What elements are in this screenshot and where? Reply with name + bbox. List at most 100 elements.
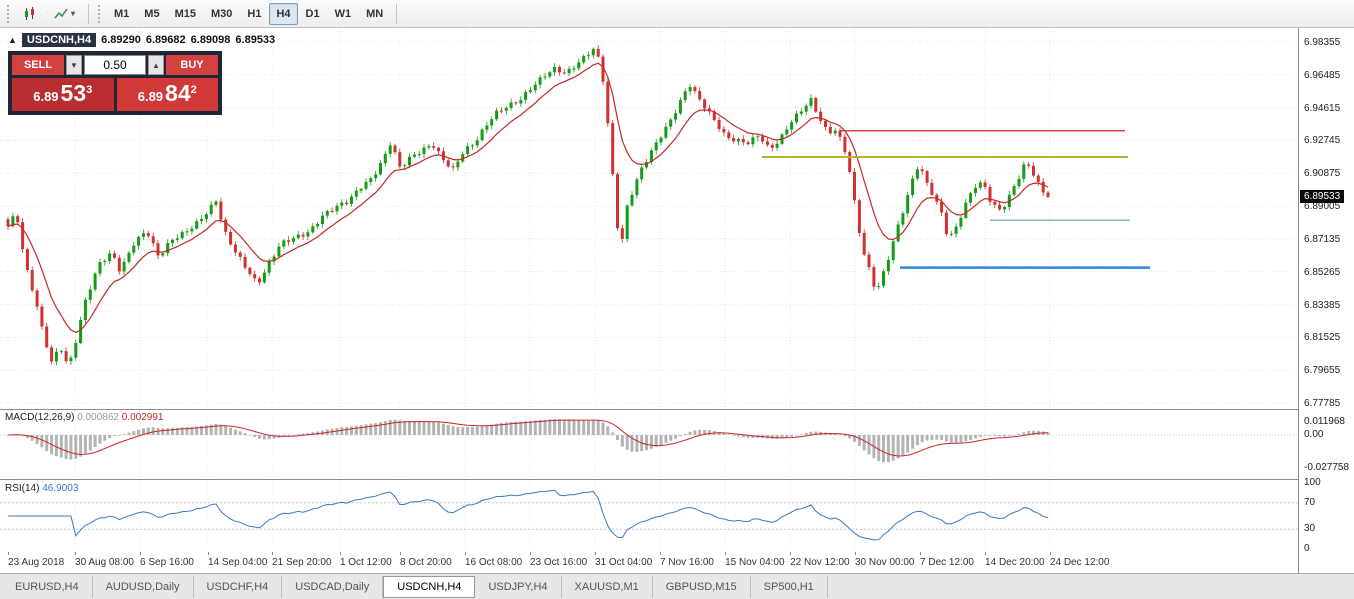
timeframe-button-m15[interactable]: M15 xyxy=(168,3,203,25)
timeframe-button-m5[interactable]: M5 xyxy=(137,3,166,25)
sell-price-button[interactable]: 6.89 53 3 xyxy=(12,78,114,111)
macd-name: MACD(12,26,9) xyxy=(5,412,74,423)
buy-price-button[interactable]: 6.89 84 2 xyxy=(117,78,219,111)
timeframe-button-w1[interactable]: W1 xyxy=(328,3,359,25)
price-axis-label: 6.92745 xyxy=(1304,135,1340,146)
toolbar-grip-2[interactable] xyxy=(98,5,102,23)
chart-tab-usdcnh[interactable]: USDCNH,H4 xyxy=(383,576,475,598)
buy-button[interactable]: BUY xyxy=(166,55,218,75)
rsi-axis-label: 70 xyxy=(1304,497,1315,508)
price-axis-label: 6.98355 xyxy=(1304,37,1340,48)
chart-window: 23 Aug 201830 Aug 08:006 Sep 16:0014 Sep… xyxy=(0,28,1354,573)
timeframe-buttons-group: M1M5M15M30H1H4D1W1MN xyxy=(107,3,390,25)
indicator-line-icon xyxy=(54,7,69,21)
chart-tab-gbpusd[interactable]: GBPUSD,M15 xyxy=(653,576,751,598)
price-axis-label: 6.83385 xyxy=(1304,300,1340,311)
time-tick xyxy=(985,552,986,555)
rsi-panel[interactable] xyxy=(0,480,1298,552)
time-scale[interactable]: 23 Aug 201830 Aug 08:006 Sep 16:0014 Sep… xyxy=(0,552,1298,573)
price-axis-label: 6.94615 xyxy=(1304,103,1340,114)
symbol-label: USDCNH,H4 xyxy=(22,33,96,47)
chart-tab-sp500[interactable]: SP500,H1 xyxy=(751,576,828,598)
trade-controls-row: SELL ▼ ▲ BUY xyxy=(12,55,218,75)
time-tick xyxy=(725,552,726,555)
rsi-name: RSI(14) xyxy=(5,483,39,494)
time-axis-label: 24 Dec 12:00 xyxy=(1050,557,1110,568)
price-axis-label: 6.79655 xyxy=(1304,365,1340,376)
chart-tab-usdchf[interactable]: USDCHF,H4 xyxy=(194,576,283,598)
time-axis-label: 23 Aug 2018 xyxy=(8,557,64,568)
timeframe-button-m30[interactable]: M30 xyxy=(204,3,239,25)
chart-tab-eurusd[interactable]: EURUSD,H4 xyxy=(2,576,93,598)
candlestick-chart-icon xyxy=(23,7,38,21)
time-axis-label: 22 Nov 12:00 xyxy=(790,557,850,568)
price-scale[interactable]: 6.983556.964856.946156.927456.908756.890… xyxy=(1298,28,1354,573)
sell-button[interactable]: SELL xyxy=(12,55,64,75)
macd-value-signal: 0.002991 xyxy=(122,412,164,423)
rsi-axis-label: 0 xyxy=(1304,543,1310,554)
quote-low: 6.89098 xyxy=(191,34,231,46)
timeframe-button-h1[interactable]: H1 xyxy=(240,3,268,25)
time-tick xyxy=(208,552,209,555)
chart-tab-usdjpy[interactable]: USDJPY,H4 xyxy=(475,576,561,598)
time-axis-label: 31 Oct 04:00 xyxy=(595,557,652,568)
chart-tab-usdcad[interactable]: USDCAD,Daily xyxy=(282,576,383,598)
time-axis-label: 1 Oct 12:00 xyxy=(340,557,392,568)
time-tick xyxy=(855,552,856,555)
time-tick xyxy=(465,552,466,555)
one-click-trading-panel: SELL ▼ ▲ BUY 6.89 53 3 6.89 84 2 xyxy=(8,51,222,115)
rsi-axis-label: 100 xyxy=(1304,477,1321,488)
macd-value-main: 0.000862 xyxy=(77,412,119,423)
time-tick xyxy=(400,552,401,555)
chart-tab-audusd[interactable]: AUDUSD,Daily xyxy=(93,576,194,598)
time-tick xyxy=(530,552,531,555)
quote-line: ▲ USDCNH,H4 6.89290 6.89682 6.89098 6.89… xyxy=(8,33,275,47)
volume-increase-button[interactable]: ▲ xyxy=(148,55,164,75)
time-axis-label: 30 Nov 00:00 xyxy=(855,557,915,568)
toolbar-grip[interactable] xyxy=(7,5,11,23)
chart-type-icon[interactable] xyxy=(16,3,45,25)
chevron-down-icon: ▾ xyxy=(71,9,75,18)
time-tick xyxy=(920,552,921,555)
timeframe-button-mn[interactable]: MN xyxy=(359,3,390,25)
rsi-axis-label: 30 xyxy=(1304,523,1315,534)
time-tick xyxy=(660,552,661,555)
mt4-window: { "toolbar": { "timeframes": ["M1","M5",… xyxy=(0,0,1354,599)
buy-price-prefix: 6.89 xyxy=(138,89,163,104)
volume-decrease-button[interactable]: ▼ xyxy=(66,55,82,75)
time-axis-label: 8 Oct 20:00 xyxy=(400,557,452,568)
macd-indicator-label: MACD(12,26,9) 0.000862 0.002991 xyxy=(5,412,163,423)
quote-open: 6.89290 xyxy=(101,34,141,46)
price-axis-label: 6.81525 xyxy=(1304,332,1340,343)
rsi-value: 46.9003 xyxy=(42,483,78,494)
time-tick xyxy=(272,552,273,555)
price-axis-label: 6.87135 xyxy=(1304,234,1340,245)
volume-input[interactable] xyxy=(84,55,146,75)
time-tick xyxy=(595,552,596,555)
timeframe-button-h4[interactable]: H4 xyxy=(269,3,297,25)
quote-close: 6.89533 xyxy=(235,34,275,46)
sell-price-point: 3 xyxy=(86,84,92,96)
macd-axis-label: 0.011968 xyxy=(1304,416,1345,427)
collapse-arrow-icon[interactable]: ▲ xyxy=(8,35,17,45)
price-axis-label: 6.96485 xyxy=(1304,70,1340,81)
timeframe-button-d1[interactable]: D1 xyxy=(299,3,327,25)
toolbar-separator xyxy=(88,4,89,24)
macd-axis-label: 0.00 xyxy=(1304,429,1323,440)
macd-panel[interactable] xyxy=(0,410,1298,479)
panel-separator-macd[interactable] xyxy=(0,409,1354,410)
timeframe-button-m1[interactable]: M1 xyxy=(107,3,136,25)
quote-high: 6.89682 xyxy=(146,34,186,46)
time-axis-label: 16 Oct 08:00 xyxy=(465,557,522,568)
sell-price-pips: 53 xyxy=(61,80,87,107)
toolbar-separator-2 xyxy=(396,4,397,24)
time-tick xyxy=(340,552,341,555)
time-axis-label: 30 Aug 08:00 xyxy=(75,557,134,568)
timeframes-toolbar: ▾ M1M5M15M30H1H4D1W1MN xyxy=(0,0,1354,28)
panel-separator-rsi[interactable] xyxy=(0,479,1354,480)
price-axis-label: 6.77785 xyxy=(1304,398,1340,409)
indicators-icon[interactable]: ▾ xyxy=(47,3,82,25)
chart-tab-xauusd[interactable]: XAUUSD,M1 xyxy=(562,576,653,598)
time-axis-label: 21 Sep 20:00 xyxy=(272,557,332,568)
price-axis-label: 6.90875 xyxy=(1304,168,1340,179)
